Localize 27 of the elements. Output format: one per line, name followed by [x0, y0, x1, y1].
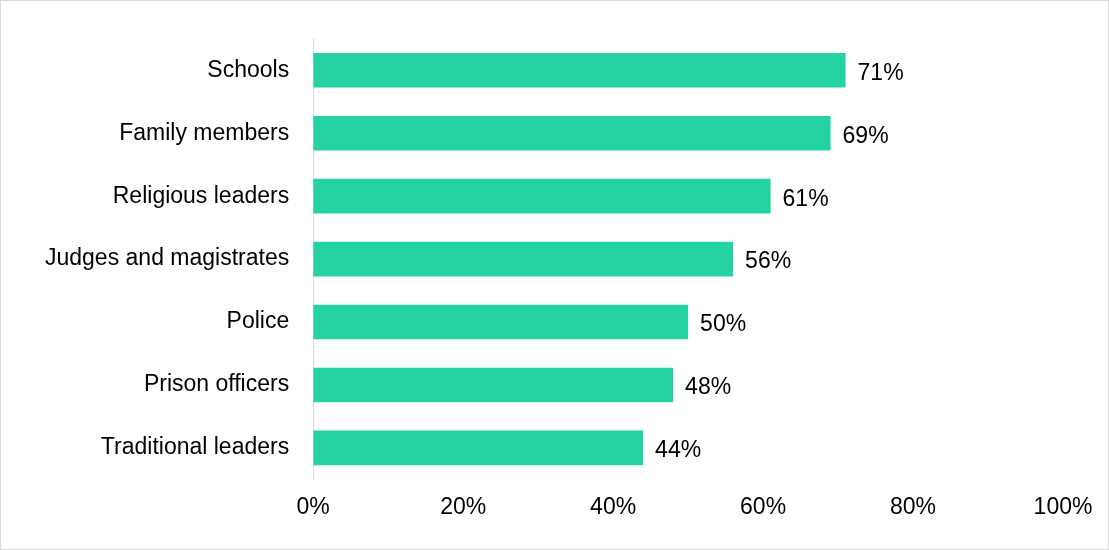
y-tick-label: Religious leaders: [112, 181, 290, 208]
x-tick-label: 80%: [890, 492, 937, 519]
y-tick-label: Traditional leaders: [100, 433, 290, 460]
bar: [313, 367, 674, 403]
bar: [313, 241, 734, 277]
y-tick-label: Schools: [207, 55, 290, 82]
bar: [313, 52, 846, 88]
x-tick-label: 60%: [740, 492, 787, 519]
data-label: 71%: [857, 58, 904, 85]
y-tick-label: Police: [226, 307, 290, 334]
data-label: 56%: [745, 247, 792, 274]
x-tick-label: 100%: [1033, 492, 1093, 519]
data-label: 48%: [685, 373, 732, 400]
data-label: 69%: [842, 121, 889, 148]
data-label: 44%: [655, 436, 702, 463]
bar: [313, 430, 644, 466]
x-tick-label: 40%: [590, 492, 637, 519]
y-tick-label: Judges and magistrates: [44, 244, 290, 271]
bar: [313, 115, 831, 151]
data-label: 50%: [700, 310, 747, 337]
y-tick-label: Family members: [119, 118, 290, 145]
x-tick-label: 0%: [296, 492, 330, 519]
x-tick-label: 20%: [440, 492, 487, 519]
bar: [313, 178, 771, 214]
y-tick-label: Prison officers: [143, 370, 290, 397]
data-label: 61%: [782, 184, 829, 211]
bar: [313, 304, 689, 340]
